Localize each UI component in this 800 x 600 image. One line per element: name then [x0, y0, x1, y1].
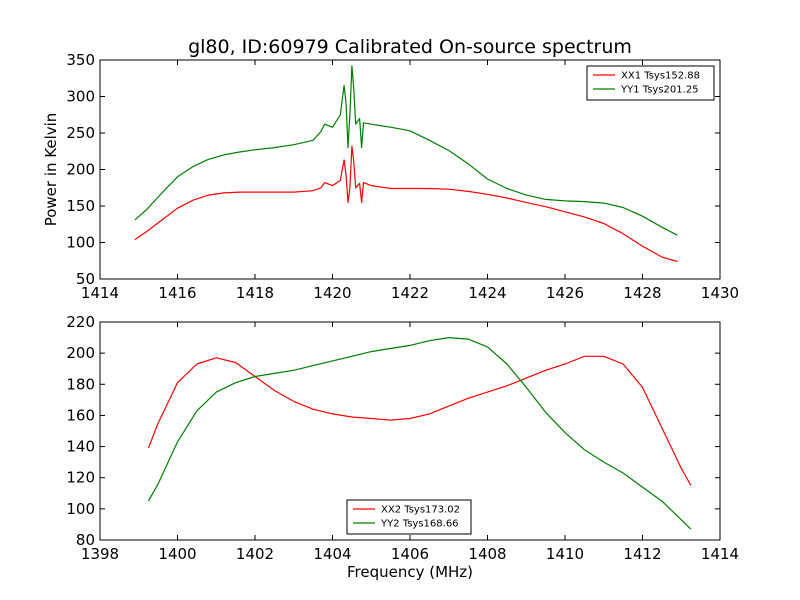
- y-tick-label: 50: [76, 270, 95, 288]
- legend-box: [346, 499, 472, 535]
- y-tick-label: 160: [66, 406, 95, 424]
- y-tick-label: 80: [76, 531, 95, 549]
- y-tick-label: 200: [66, 344, 95, 362]
- y-tick-label: 200: [66, 161, 95, 179]
- series-line-yy2: [147, 337, 692, 530]
- series-line-xx2: [147, 355, 692, 486]
- x-tick-label: 1430: [701, 284, 739, 302]
- y-tick-label: 140: [66, 438, 95, 456]
- y-tick-label: 100: [66, 500, 95, 518]
- x-axis-label: Frequency (MHz): [347, 563, 473, 581]
- y-tick-label: 220: [66, 313, 95, 331]
- x-tick-label: 1398: [81, 545, 119, 563]
- x-tick-label: 1414: [81, 284, 119, 302]
- x-tick-label: 1402: [236, 545, 274, 563]
- y-tick-label: 120: [66, 469, 95, 487]
- x-tick-label: 1416: [158, 284, 196, 302]
- y-tick-label: 300: [66, 88, 95, 106]
- x-tick-label: 1412: [623, 545, 661, 563]
- x-tick-label: 1428: [623, 284, 661, 302]
- y-tick-label: 100: [66, 234, 95, 252]
- legend: XX1 Tsys152.88 YY1 Tsys201.25: [586, 65, 715, 101]
- x-tick-label: 1426: [546, 284, 584, 302]
- y-tick-label: 150: [66, 197, 95, 215]
- legend-entry: XX1 Tsys152.88: [621, 71, 700, 82]
- legend-entry: XX2 Tsys173.02: [381, 505, 460, 516]
- legend: XX2 Tsys173.02 YY2 Tsys168.66: [346, 499, 472, 535]
- bottom-spectrum-panel: 1398 1400 1402 1404 1406 1408 1410 1412 1414 80 10…: [66, 313, 739, 581]
- y-tick-label: 350: [66, 51, 95, 69]
- legend-entry: YY2 Tsys168.66: [380, 519, 459, 530]
- x-tick-label: 1408: [468, 545, 506, 563]
- legend-box: [586, 65, 715, 101]
- y-tick-label: 180: [66, 375, 95, 393]
- x-tick-label: 1422: [391, 284, 429, 302]
- series-line-yy1: [134, 65, 678, 236]
- legend-entry: YY1 Tsys201.25: [620, 85, 699, 96]
- x-tick-label: 1418: [236, 284, 274, 302]
- top-spectrum-panel: 1414 1416 1418 1420 1422 1424 1426 1428 1430 50 10…: [42, 51, 739, 302]
- x-tick-label: 1406: [391, 545, 429, 563]
- y-axis-label: Power in Kelvin: [42, 113, 60, 227]
- x-tick-label: 1424: [468, 284, 506, 302]
- x-tick-label: 1400: [158, 545, 196, 563]
- x-tick-label: 1410: [546, 545, 584, 563]
- y-tick-label: 250: [66, 124, 95, 142]
- x-tick-label: 1420: [313, 284, 351, 302]
- series-line-xx1: [134, 145, 678, 263]
- x-tick-label: 1404: [313, 545, 351, 563]
- x-tick-label: 1414: [701, 545, 739, 563]
- chart-title: gl80, ID:60979 Calibrated On-source spec…: [188, 36, 632, 58]
